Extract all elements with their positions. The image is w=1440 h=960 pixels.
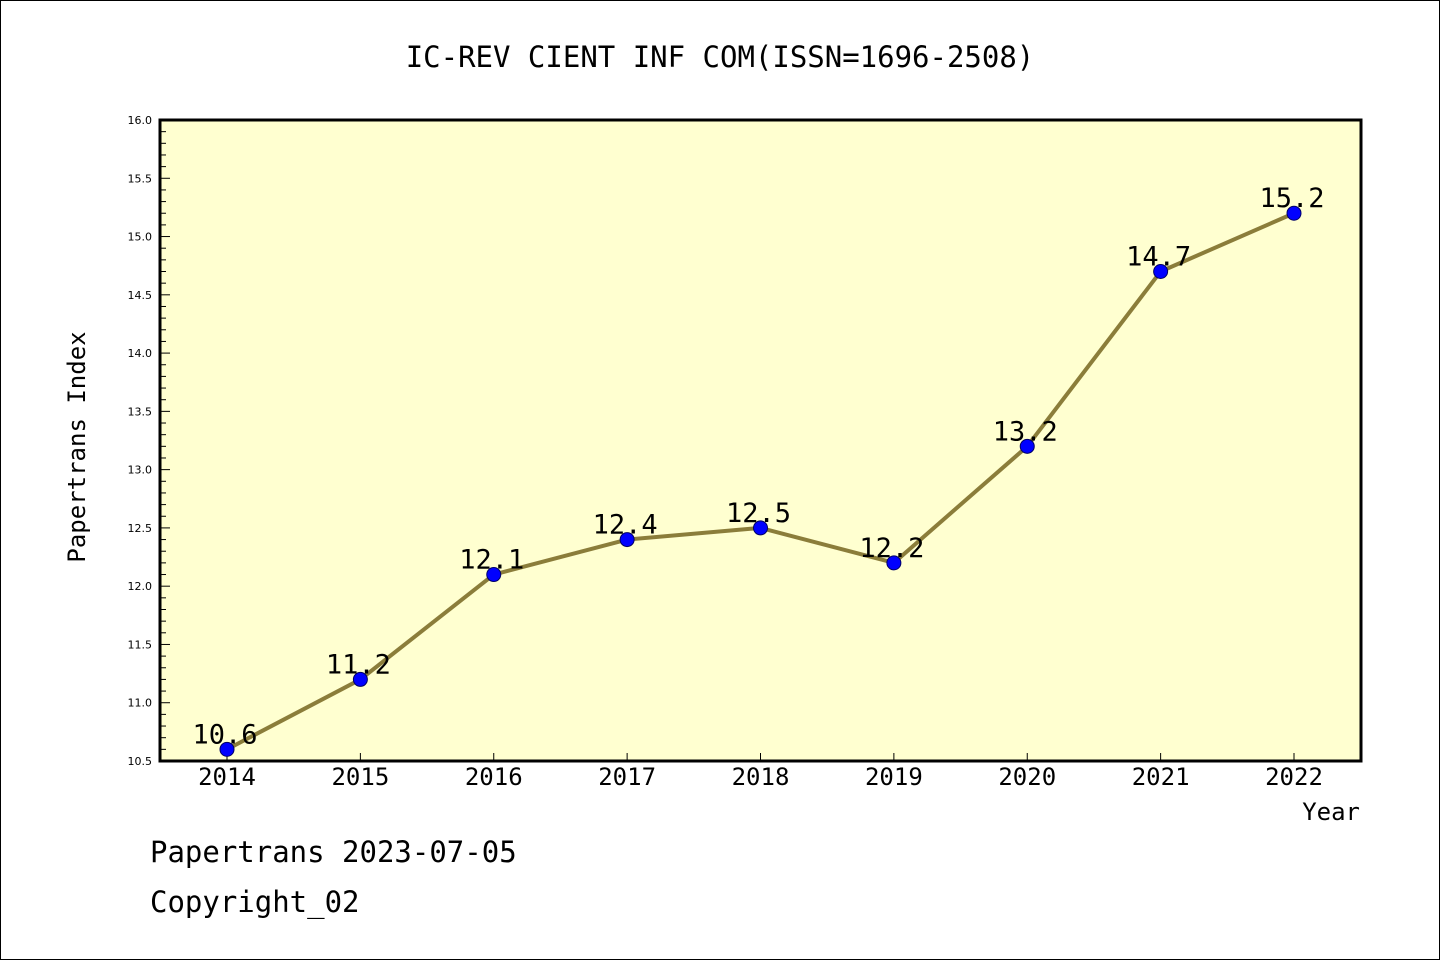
data-point [1019, 438, 1035, 454]
data-point [753, 520, 768, 536]
y-tick-label: 14.0 [128, 347, 153, 360]
x-axis-label: Year [1302, 798, 1360, 826]
x-tick-label: 2019 [865, 763, 923, 791]
data-label: 15.2 [1259, 183, 1324, 214]
y-tick-label: 14.5 [128, 289, 153, 302]
y-tick-label: 12.0 [128, 580, 153, 593]
y-tick-label: 13.0 [128, 464, 153, 477]
x-tick-label: 2016 [465, 763, 523, 791]
y-tick-label: 12.5 [128, 522, 153, 535]
data-point [486, 567, 502, 583]
footer-stamp: Papertrans 2023-07-05 [150, 835, 517, 869]
y-tick-label: 16.0 [128, 114, 153, 127]
y-axis-label: Papertrans Index [63, 331, 91, 562]
data-point [886, 555, 902, 571]
data-point [352, 671, 368, 687]
chart-title: IC-REV CIENT INF COM(ISSN=1696-2508) [406, 40, 1035, 74]
x-tick-label: 2022 [1265, 763, 1323, 791]
plot-area [158, 118, 1363, 763]
y-tick-label: 11.0 [128, 697, 153, 710]
y-tick-label: 13.5 [128, 405, 153, 418]
data-label: 12.4 [593, 510, 658, 541]
data-point [219, 741, 235, 757]
data-label: 12.5 [726, 498, 791, 529]
x-tick-label: 2015 [331, 763, 389, 791]
data-label: 10.6 [192, 719, 257, 750]
y-tick-label: 15.5 [128, 172, 153, 185]
y-axis: 10.5 11.0 11.5 12.0 12.5 13.0 13.5 14.0 14.5 15.0… [128, 114, 170, 768]
data-label: 12.2 [859, 533, 924, 564]
y-tick-label: 15.0 [128, 231, 153, 244]
data-label: 11.2 [326, 649, 391, 680]
data-point [1153, 264, 1169, 280]
y-tick-label: 10.5 [128, 755, 153, 768]
data-point [619, 532, 635, 548]
data-label: 14.7 [1126, 242, 1191, 273]
series-papertrans-index: 10.6 11.2 12.1 12.4 12.5 12.2 13.2 14.7 15.2 [192, 183, 1325, 757]
x-axis: 2014 2015 2016 2017 2018 2019 2020 2021 2022 [198, 753, 1323, 791]
x-tick-label: 2014 [198, 763, 256, 791]
data-point [1286, 205, 1302, 221]
y-tick-label: 11.5 [128, 638, 153, 651]
data-label: 12.1 [459, 545, 524, 576]
x-tick-label: 2018 [732, 763, 790, 791]
x-tick-label: 2017 [598, 763, 656, 791]
data-label: 13.2 [993, 416, 1058, 447]
x-tick-label: 2021 [1132, 763, 1190, 791]
x-tick-label: 2020 [998, 763, 1056, 791]
footer-copyright: Copyright_02 [150, 885, 360, 919]
